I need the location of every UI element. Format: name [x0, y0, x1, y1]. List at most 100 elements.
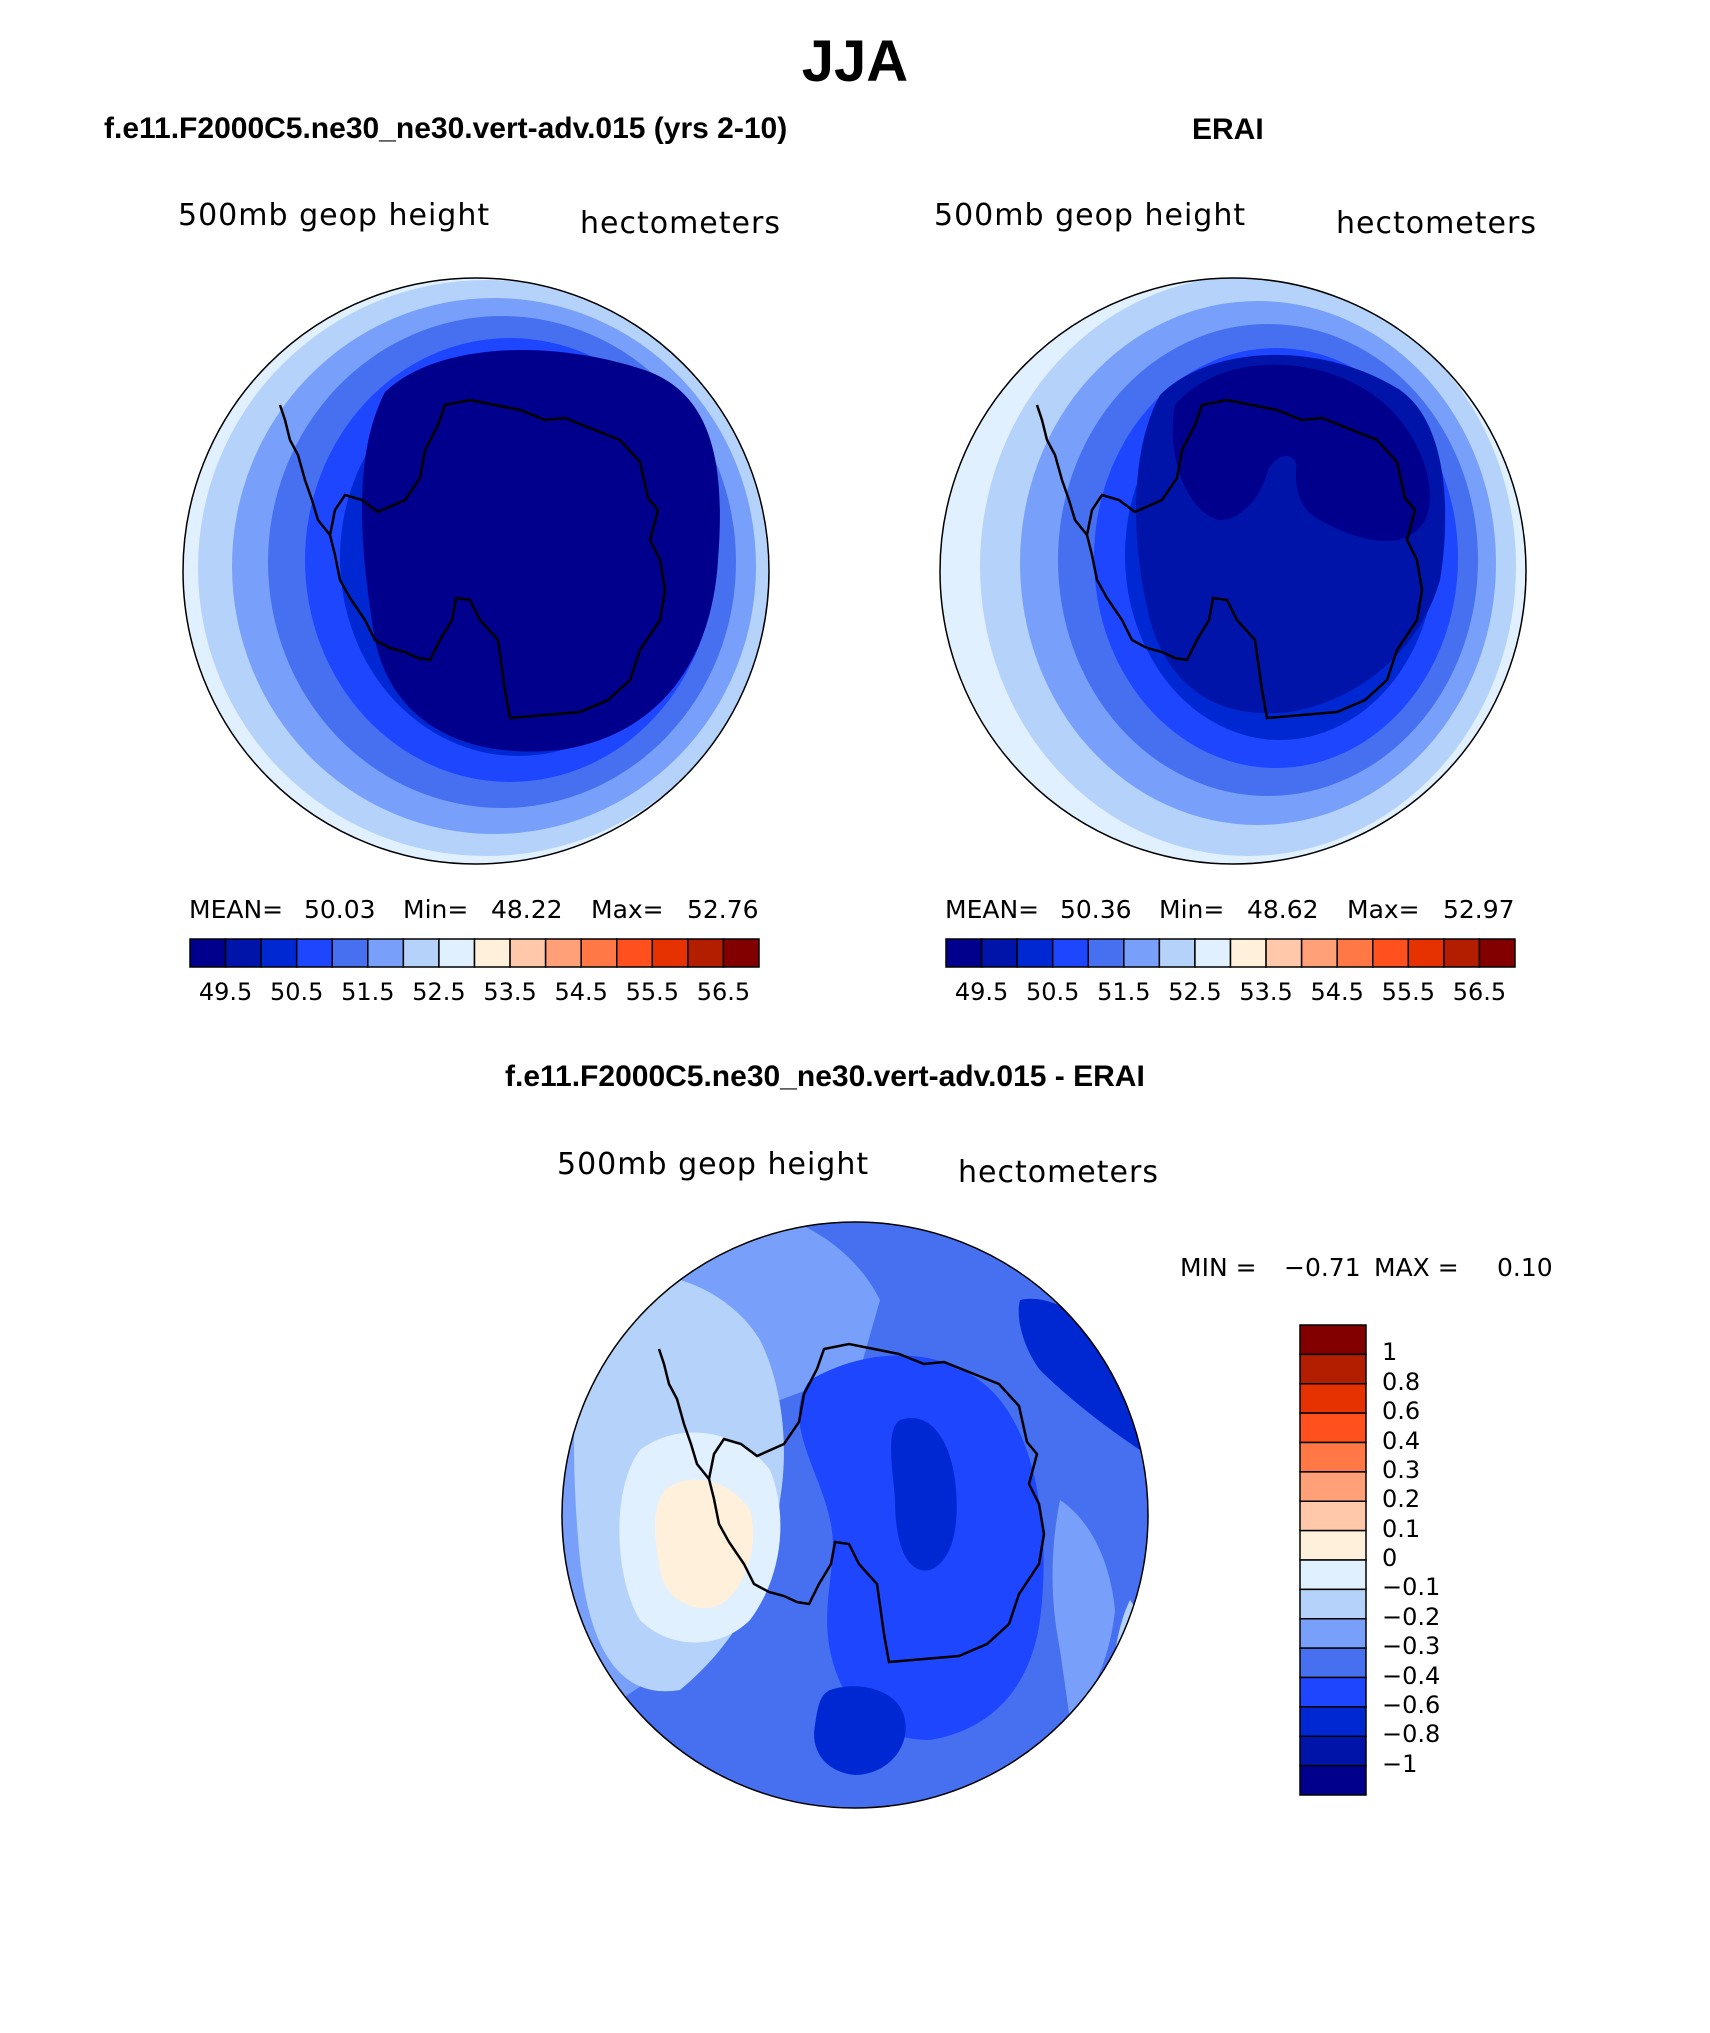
colorbar-swatch — [1299, 1588, 1367, 1620]
colorbar-tick-label: 49.5 — [198, 978, 253, 1006]
colorbar-swatch — [1443, 938, 1481, 968]
colorbar-swatch — [1299, 1324, 1367, 1356]
colorbar-swatch — [1299, 1735, 1367, 1767]
colorbar-tick-label: 56.5 — [1452, 978, 1507, 1006]
colorbar-swatch — [1051, 938, 1089, 968]
colorbar-swatch — [980, 938, 1018, 968]
panel-1-mean-label: MEAN= — [189, 895, 284, 924]
colorbar-swatch — [1299, 1618, 1367, 1649]
colorbar-swatch — [1299, 1441, 1367, 1473]
colorbar-swatch — [1372, 938, 1410, 968]
colorbar-swatch — [189, 938, 227, 968]
colorbar-tick-label: 52.5 — [412, 978, 466, 1006]
colorbar-tick-label: −0.6 — [1382, 1690, 1441, 1719]
colorbar-swatch — [1087, 938, 1125, 968]
panel-2-variable-label: 500mb geop height — [934, 198, 1247, 233]
colorbar-tick-label: 50.5 — [269, 978, 324, 1006]
colorbar-tick-label: 0.3 — [1382, 1455, 1421, 1484]
colorbar-swatch — [1300, 938, 1338, 968]
colorbar-swatch — [1229, 938, 1267, 968]
colorbar-tick-label: 0.1 — [1382, 1514, 1421, 1543]
colorbar-swatch — [438, 938, 476, 968]
panel-3-variable-label: 500mb geop height — [557, 1147, 870, 1182]
colorbar-tick-label: 49.5 — [954, 978, 1009, 1006]
colorbar-tick-label: 0.4 — [1382, 1426, 1421, 1455]
colorbar-swatch — [722, 938, 760, 968]
colorbar-tick-label: −0.8 — [1382, 1720, 1441, 1749]
colorbar-swatch — [1299, 1647, 1367, 1679]
colorbar-swatch — [1299, 1471, 1367, 1502]
colorbar-swatch — [367, 938, 405, 968]
colorbar-swatch — [1478, 938, 1516, 968]
colorbar-swatch — [1407, 938, 1445, 968]
colorbar-swatch — [1299, 1706, 1367, 1737]
colorbar-tick-label: 53.5 — [1239, 978, 1293, 1006]
colorbar-tick-label: −0.4 — [1382, 1661, 1441, 1690]
colorbar-tick-label: 50.5 — [1025, 978, 1080, 1006]
colorbar-swatch — [1299, 1529, 1367, 1561]
panel-2-min-label: Min= — [1159, 895, 1225, 924]
panel-2-min-value: 48.62 — [1247, 895, 1319, 924]
colorbar-swatch — [580, 938, 618, 968]
panel-3-min-label: MIN = — [1180, 1253, 1257, 1282]
colorbar-tick-label: 55.5 — [625, 978, 680, 1006]
colorbar-tick-label: −1 — [1382, 1749, 1418, 1778]
panel-2-max-label: Max= — [1347, 895, 1420, 924]
panel-1-title: f.e11.F2000C5.ne30_ne30.vert-adv.015 (yr… — [104, 112, 788, 145]
panel-3-title: f.e11.F2000C5.ne30_ne30.vert-adv.015 - E… — [505, 1060, 1145, 1093]
colorbar-swatch — [1265, 938, 1303, 968]
colorbar-swatch — [1194, 938, 1232, 968]
colorbar-swatch — [509, 938, 547, 968]
colorbar-tick-label: 51.5 — [1097, 978, 1151, 1006]
colorbar-swatch — [295, 938, 333, 968]
colorbar-swatch — [1299, 1412, 1367, 1444]
panel-2-title: ERAI — [1192, 113, 1264, 146]
panel-2-units-label: hectometers — [1336, 206, 1537, 241]
colorbar-swatch — [1299, 1676, 1367, 1708]
colorbar-tick-label: 0.2 — [1382, 1485, 1421, 1514]
colorbar-swatch — [1299, 1500, 1367, 1532]
colorbar-tick-label: 0.8 — [1382, 1367, 1421, 1396]
colorbar-swatch — [945, 938, 983, 968]
panel-1-max-value: 52.76 — [687, 895, 759, 924]
colorbar-tick-label: 53.5 — [483, 978, 537, 1006]
figure-title: JJA — [801, 29, 909, 94]
colorbar-tick-label: 54.5 — [554, 978, 608, 1006]
colorbar-tick-label: 0.6 — [1382, 1397, 1421, 1426]
colorbar-tick-label: 54.5 — [1310, 978, 1364, 1006]
colorbar-tick-label: 1 — [1382, 1338, 1398, 1367]
panel-1-min-value: 48.22 — [491, 895, 563, 924]
colorbar-swatch — [544, 938, 582, 968]
panel-3-max-value: 0.10 — [1497, 1253, 1553, 1282]
colorbar-swatch — [331, 938, 369, 968]
panel-3-max-label: MAX = — [1374, 1253, 1459, 1282]
colorbar-swatch — [1299, 1764, 1367, 1796]
colorbar-swatch — [1299, 1353, 1367, 1385]
panel-1-units-label: hectometers — [580, 206, 781, 241]
colorbar-tick-label: 56.5 — [696, 978, 751, 1006]
panel-3-units-label: hectometers — [958, 1155, 1159, 1190]
colorbar-swatch — [402, 938, 440, 968]
colorbar-swatch — [1299, 1559, 1367, 1591]
panel-2-mean-label: MEAN= — [945, 895, 1040, 924]
colorbar-tick-label: −0.1 — [1382, 1573, 1441, 1602]
panel-3-min-value: −0.71 — [1284, 1253, 1361, 1282]
panel-1-min-label: Min= — [403, 895, 469, 924]
colorbar-tick-label: 0 — [1382, 1544, 1398, 1572]
colorbar-tick-label: −0.3 — [1382, 1632, 1441, 1661]
panel-2-mean-value: 50.36 — [1060, 895, 1132, 924]
colorbar-swatch — [1299, 1383, 1367, 1414]
colorbar-tick-label: 51.5 — [341, 978, 395, 1006]
panel-1-max-label: Max= — [591, 895, 664, 924]
colorbar-swatch — [687, 938, 725, 968]
colorbar-tick-label: 52.5 — [1168, 978, 1222, 1006]
colorbar-tick-label: −0.2 — [1382, 1602, 1441, 1631]
colorbar-swatch — [1016, 938, 1054, 968]
panel-1-variable-label: 500mb geop height — [178, 198, 491, 233]
